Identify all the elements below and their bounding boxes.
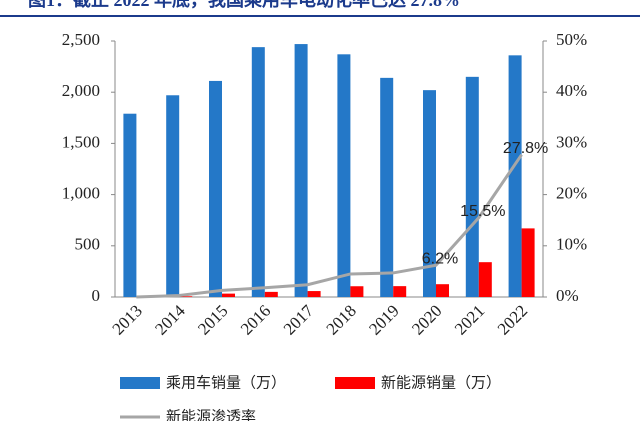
bar <box>380 77 394 297</box>
y2-tick-label: 30% <box>556 132 587 151</box>
y-tick-label: 1,000 <box>62 184 100 203</box>
x-tick-label: 2021 <box>451 301 488 338</box>
bar <box>251 47 265 298</box>
y2-tick-label: 20% <box>556 184 587 203</box>
x-tick-label: 2015 <box>194 301 231 338</box>
x-tick-label: 2014 <box>151 301 189 339</box>
bar <box>307 291 321 297</box>
x-tick-label: 2018 <box>323 301 360 338</box>
legend-swatch <box>120 377 160 389</box>
bar <box>478 262 492 297</box>
legend-label: 新能源渗透率 <box>166 408 256 421</box>
value-label: 27.8% <box>503 140 548 157</box>
legend-swatch <box>335 377 375 389</box>
bar <box>179 296 193 297</box>
y-tick-label: 500 <box>75 235 101 254</box>
chart-title: 图1：截止 2022 年底，我国乘用车电动化率已达 27.8% <box>28 0 460 10</box>
bar <box>123 113 137 297</box>
y-tick-label: 2,000 <box>62 81 100 100</box>
line <box>136 153 523 299</box>
legend-label: 乘用车销量（万） <box>166 374 286 392</box>
x-tick-label: 2017 <box>280 301 318 339</box>
y2-tick-label: 0% <box>556 286 579 305</box>
bar <box>222 293 235 297</box>
bar <box>465 76 479 297</box>
x-tick-label: 2016 <box>237 301 274 338</box>
x-tick-label: 2022 <box>494 301 531 338</box>
bar <box>423 90 436 297</box>
bar <box>166 95 180 297</box>
y-tick-label: 2,500 <box>62 30 100 49</box>
bar <box>337 54 351 298</box>
bar <box>521 228 535 297</box>
value-label: 6.2% <box>422 250 458 267</box>
bar <box>264 291 278 297</box>
y-tick-label: 1,500 <box>62 132 100 151</box>
bar <box>294 44 308 298</box>
x-tick-label: 2020 <box>408 301 445 338</box>
x-tick-label: 2019 <box>365 301 402 338</box>
bar <box>508 55 522 297</box>
bar <box>350 286 364 297</box>
y2-tick-label: 40% <box>556 81 587 100</box>
bar <box>209 80 222 297</box>
y-tick-label: 0 <box>92 286 101 305</box>
value-label: 15.5% <box>460 203 505 220</box>
x-tick-label: 2013 <box>109 301 146 338</box>
bar <box>393 286 407 297</box>
y2-tick-label: 10% <box>556 235 587 254</box>
bar <box>436 284 449 297</box>
y2-tick-label: 50% <box>556 30 587 49</box>
legend-label: 新能源销量（万） <box>381 374 501 392</box>
